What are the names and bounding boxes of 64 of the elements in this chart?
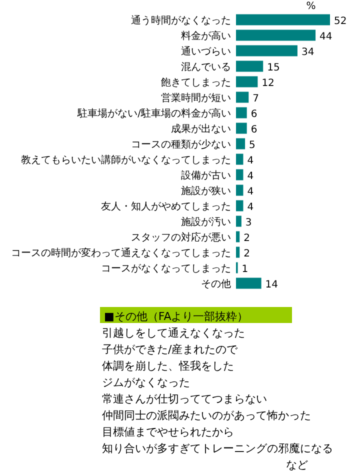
bar	[236, 169, 244, 180]
y-tick-label: 教えてもらいたい講師がいなくなってしまった	[21, 154, 231, 166]
text: 引越しをして通えなくなった	[102, 326, 245, 340]
y-tick-label: 通う時間がなくなった	[131, 14, 231, 26]
data-label: 2	[244, 232, 250, 244]
y-tick-label: 飽きてしまった	[161, 77, 231, 88]
y-tick-label: 施設が汚い	[181, 216, 231, 228]
data-label: 6	[250, 108, 258, 120]
text: ジムがなくなった	[102, 376, 190, 389]
text: 知り合いが多すぎてトレーニングの邪魔になる	[102, 442, 333, 455]
bar	[236, 216, 242, 227]
bar	[236, 60, 264, 72]
bar	[236, 154, 244, 165]
y-tick-label: 駐車場がない/駐車場の料金が高い	[76, 107, 231, 120]
bar	[236, 184, 244, 196]
data-label: 3	[245, 217, 252, 228]
y-tick-label: コースの時間が変わって通えなくなってしまった	[11, 246, 231, 259]
data-label: 4	[247, 170, 254, 182]
y-tick-label: コースの種類が少ない	[131, 138, 231, 150]
data-label: 5	[249, 140, 256, 151]
text: 子供ができた/産まれたので	[102, 343, 239, 356]
data-label: 6	[250, 124, 258, 136]
bar	[236, 14, 330, 26]
data-label: 7	[252, 93, 260, 104]
data-label: 12	[262, 78, 274, 89]
bar	[236, 122, 247, 134]
y-tick-label: 営業時間が短い	[161, 92, 231, 104]
bar	[236, 92, 249, 103]
data-label: 15	[267, 62, 280, 74]
bar	[236, 30, 316, 41]
bar	[236, 200, 244, 212]
text: 仲間同士の派閥みたいのがあって怖かった	[102, 409, 311, 422]
text: など	[286, 458, 308, 472]
bar	[236, 76, 258, 88]
data-label: 4	[247, 155, 254, 166]
y-tick-label: その他	[201, 278, 231, 290]
bar	[236, 45, 298, 56]
y-tick-label: 施設が狭い	[181, 184, 231, 197]
x-axis-title: %	[306, 1, 316, 12]
bar	[236, 231, 240, 242]
y-tick-label: 混んでいる	[181, 60, 231, 73]
data-label: 44	[320, 31, 332, 42]
text: 常連さんが仕切っててつまらない	[102, 392, 267, 406]
data-label: 4	[247, 202, 254, 213]
y-tick-label: スタッフの対応が悪い	[131, 231, 231, 244]
bar	[236, 246, 240, 258]
bar	[236, 138, 246, 150]
bar	[236, 107, 247, 118]
text: ■その他（FAより一部抜粋）	[104, 310, 248, 323]
y-tick-label: コースがなくなってしまった	[101, 263, 231, 274]
text: 体調を崩した、怪我をした	[102, 360, 234, 372]
y-tick-label: 料金が高い	[181, 30, 231, 42]
y-tick-label: 通いづらい	[181, 45, 231, 58]
data-label: 2	[244, 248, 250, 260]
data-label: 4	[247, 186, 254, 198]
bar	[236, 278, 262, 289]
data-label: 14	[265, 279, 278, 290]
y-tick-label: 設備が古い	[181, 169, 231, 182]
data-label: 34	[301, 46, 314, 58]
data-label: 52	[334, 16, 347, 27]
y-tick-label: 友人・知人がやめてしまった	[101, 200, 231, 212]
text: 目標値までやせられたから	[102, 426, 234, 438]
y-tick-label: 成果が出ない	[171, 122, 231, 135]
data-label: 1	[242, 264, 248, 275]
